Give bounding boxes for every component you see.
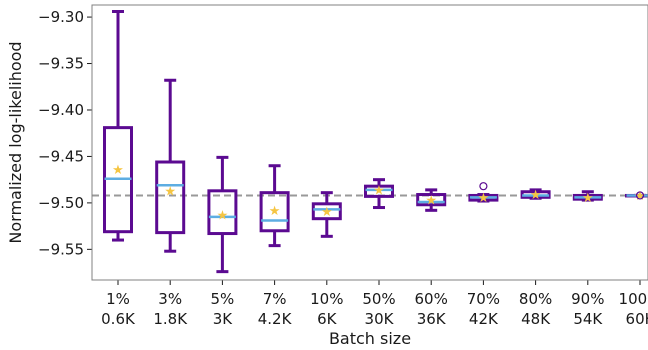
- x-axis-label: Batch size: [329, 329, 411, 348]
- iqr-box: [207, 189, 238, 236]
- mean-marker: ★: [634, 189, 646, 204]
- y-axis: −9.30 −9.35 −9.40 −9.45 −9.50 −9.55: [38, 8, 92, 258]
- x-tick-label-size: 1.8K: [153, 310, 188, 328]
- x-tick-label-size: 0.6K: [101, 310, 136, 328]
- box-group-0: ★: [103, 10, 133, 242]
- y-tick-label: −9.55: [38, 240, 84, 258]
- box-group-2: ★: [207, 155, 238, 274]
- x-tick-label-percent: 70%: [467, 290, 500, 308]
- x-tick-label-size: 60K: [626, 310, 648, 328]
- x-tick-label-size: 6K: [317, 310, 338, 328]
- x-tick-label-percent: 50%: [362, 290, 395, 308]
- x-tick-label-size: 48K: [521, 310, 551, 328]
- box-group-10: ★: [625, 189, 648, 204]
- y-tick-label: −9.30: [38, 8, 84, 26]
- box-group-7: ★: [468, 182, 499, 206]
- outlier-point: [635, 191, 645, 200]
- plot-frame: [91, 4, 648, 281]
- mean-marker: ★: [582, 191, 594, 206]
- iqr-box: [311, 202, 342, 221]
- x-tick-label-percent: 80%: [519, 290, 552, 308]
- y-tick-label: −9.45: [38, 147, 84, 165]
- mean-marker: ★: [112, 163, 124, 178]
- x-tick-label-percent: 5%: [211, 290, 235, 308]
- x-tick-label-percent: 10%: [310, 290, 343, 308]
- x-tick-label-percent: 1%: [106, 290, 130, 308]
- mean-marker: ★: [164, 184, 176, 199]
- x-tick-label-percent: 3%: [158, 290, 182, 308]
- x-tick-label-size: 36K: [417, 310, 447, 328]
- box-group-8: ★: [520, 188, 551, 203]
- y-tick-label: −9.50: [38, 194, 84, 212]
- mean-marker: ★: [321, 205, 333, 220]
- mean-marker: ★: [373, 183, 385, 198]
- box-group-4: ★: [311, 191, 342, 238]
- iqr-box: [364, 184, 394, 198]
- mean-marker: ★: [478, 191, 490, 206]
- box-group-1: ★: [155, 78, 186, 253]
- x-tick-label-size: 3K: [213, 310, 234, 328]
- x-tick-label-percent: 7%: [263, 290, 287, 308]
- mean-marker: ★: [425, 194, 437, 209]
- box-group-6: ★: [416, 188, 447, 212]
- iqr-box: [259, 191, 290, 233]
- x-tick-label-percent: 100%: [619, 290, 648, 308]
- outlier-point: [479, 182, 488, 191]
- x-tick-label-size: 30K: [365, 310, 395, 328]
- box-group-9: ★: [572, 190, 603, 206]
- mean-marker: ★: [217, 208, 229, 223]
- x-tick-label-percent: 60%: [415, 290, 448, 308]
- x-tick-label-size: 4.2K: [258, 310, 293, 328]
- x-tick-label-size: 42K: [469, 310, 499, 328]
- y-tick-label: −9.40: [38, 101, 84, 119]
- mean-marker: ★: [530, 188, 542, 203]
- box-group-5: ★: [364, 178, 394, 210]
- y-axis-label: Normalized log-likelihood: [6, 41, 25, 243]
- mean-marker: ★: [269, 204, 281, 219]
- iqr-box: [416, 193, 447, 207]
- x-axis: 1% 0.6K 3% 1.8K 5% 3K 7% 4.2K 10% 6K 50% 30K 60% 36K 7…: [101, 280, 648, 328]
- box-group-3: ★: [259, 164, 290, 248]
- boxes-layer: ★ ★ ★ ★ ★ ★ ★ ★ ★ ★ ★: [103, 10, 648, 274]
- x-tick-label-size: 54K: [573, 310, 603, 328]
- iqr-box: [155, 160, 186, 235]
- x-tick-label-percent: 90%: [571, 290, 604, 308]
- y-tick-label: −9.35: [38, 55, 84, 73]
